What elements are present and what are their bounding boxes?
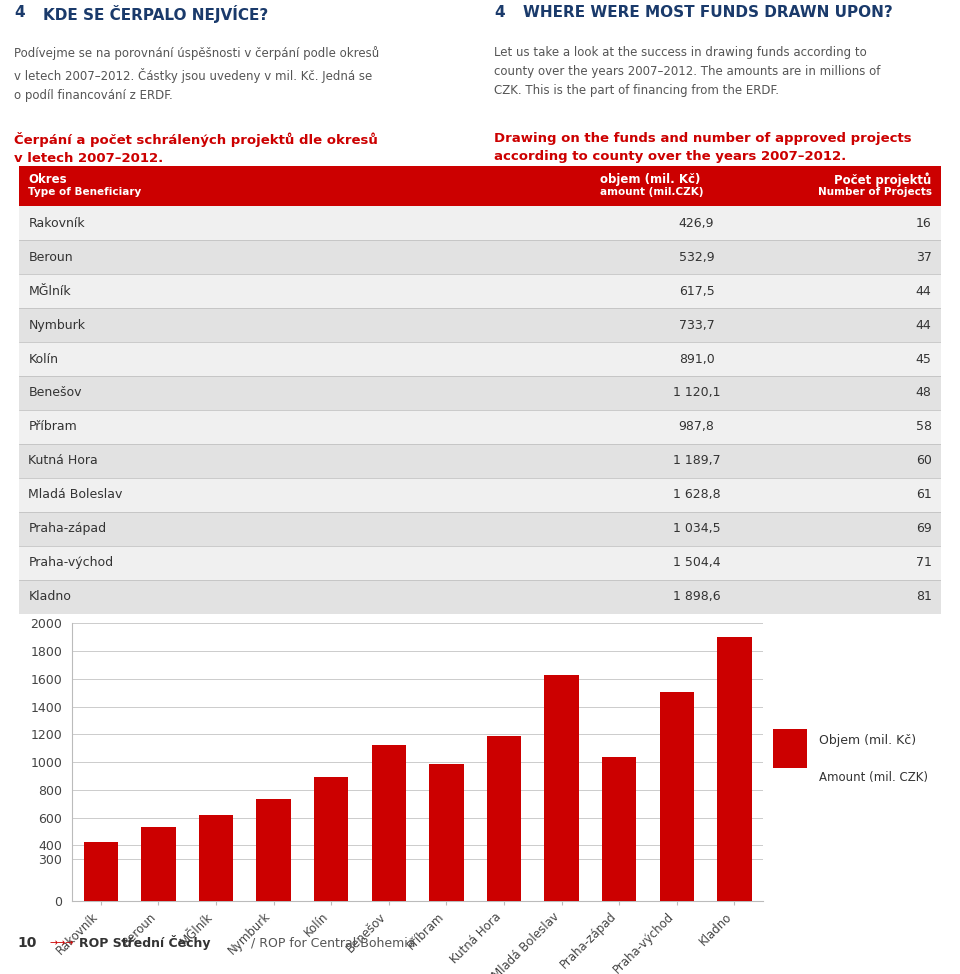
Bar: [372, 745, 406, 901]
Text: objem (mil. Kč): objem (mil. Kč): [600, 173, 700, 186]
Text: 48: 48: [916, 387, 931, 399]
Bar: [19, 241, 941, 275]
Bar: [19, 580, 941, 614]
Bar: [487, 735, 521, 901]
Bar: [602, 758, 636, 901]
Text: 1 189,7: 1 189,7: [673, 455, 720, 468]
Text: 69: 69: [916, 522, 931, 536]
Text: ROP Střední Čechy: ROP Střední Čechy: [79, 935, 210, 951]
Text: 16: 16: [916, 217, 931, 230]
Text: Podívejme se na porovnání úspěšnosti v čerpání podle okresů
v letech 2007–2012. : Podívejme se na porovnání úspěšnosti v č…: [14, 47, 379, 101]
Text: 71: 71: [916, 556, 931, 569]
Text: 60: 60: [916, 455, 931, 468]
Text: 61: 61: [916, 488, 931, 502]
Text: 81: 81: [916, 590, 931, 603]
Text: Drawing on the funds and number of approved projects
according to county over th: Drawing on the funds and number of appro…: [494, 132, 912, 164]
Bar: [256, 799, 291, 901]
Text: Praha-západ: Praha-západ: [29, 522, 107, 536]
Text: 891,0: 891,0: [679, 353, 714, 365]
Text: 1 628,8: 1 628,8: [673, 488, 720, 502]
Text: 733,7: 733,7: [679, 318, 714, 331]
Bar: [19, 206, 941, 241]
Text: 44: 44: [916, 284, 931, 298]
Bar: [141, 827, 176, 901]
Text: Kladno: Kladno: [29, 590, 71, 603]
Text: WHERE WERE MOST FUNDS DRAWN UPON?: WHERE WERE MOST FUNDS DRAWN UPON?: [523, 5, 893, 20]
Bar: [19, 342, 941, 376]
Bar: [19, 545, 941, 580]
Text: Rakovník: Rakovník: [29, 217, 85, 230]
Bar: [773, 729, 807, 768]
Text: Kolín: Kolín: [29, 353, 59, 365]
Bar: [314, 777, 348, 901]
Text: Nymburk: Nymburk: [29, 318, 85, 331]
Text: →→→: →→→: [50, 938, 74, 948]
Text: 37: 37: [916, 250, 931, 264]
Bar: [19, 410, 941, 444]
Text: amount (mil.CZK): amount (mil.CZK): [600, 187, 704, 197]
Text: Benešov: Benešov: [29, 387, 82, 399]
Text: 45: 45: [916, 353, 931, 365]
Bar: [19, 308, 941, 342]
Text: 1 898,6: 1 898,6: [673, 590, 720, 603]
Text: 44: 44: [916, 318, 931, 331]
Text: 532,9: 532,9: [679, 250, 714, 264]
Text: 10: 10: [17, 936, 36, 950]
Bar: [19, 444, 941, 478]
Text: 1 034,5: 1 034,5: [673, 522, 720, 536]
Text: 987,8: 987,8: [679, 421, 714, 433]
Text: Objem (mil. Kč): Objem (mil. Kč): [820, 733, 917, 747]
Bar: [544, 675, 579, 901]
Text: MĞlník: MĞlník: [29, 284, 71, 298]
Text: Příbram: Příbram: [29, 421, 77, 433]
Bar: [199, 815, 233, 901]
Text: Kutná Hora: Kutná Hora: [29, 455, 98, 468]
Bar: [19, 166, 941, 206]
Bar: [84, 842, 118, 901]
Text: 58: 58: [916, 421, 931, 433]
Text: Praha-východ: Praha-východ: [29, 556, 113, 569]
Text: 1 120,1: 1 120,1: [673, 387, 720, 399]
Text: 4: 4: [14, 5, 25, 20]
Text: Number of Projects: Number of Projects: [818, 187, 931, 197]
Text: Beroun: Beroun: [29, 250, 73, 264]
Text: Type of Beneficiary: Type of Beneficiary: [29, 187, 142, 197]
Text: 1 504,4: 1 504,4: [673, 556, 720, 569]
Text: Let us take a look at the success in drawing funds according to
county over the : Let us take a look at the success in dra…: [494, 47, 880, 97]
Text: 4: 4: [494, 5, 505, 20]
Text: / ROP for Central Bohemia: / ROP for Central Bohemia: [247, 936, 416, 950]
Bar: [19, 376, 941, 410]
Text: Okres: Okres: [29, 173, 67, 186]
Bar: [429, 764, 464, 901]
Bar: [19, 511, 941, 545]
Text: 426,9: 426,9: [679, 217, 714, 230]
Bar: [19, 478, 941, 511]
Bar: [717, 637, 752, 901]
Text: 617,5: 617,5: [679, 284, 714, 298]
Text: KDE SE ČERPALO NEJVÍCE?: KDE SE ČERPALO NEJVÍCE?: [43, 5, 269, 23]
Text: Počet projektů: Počet projektů: [834, 172, 931, 187]
Text: Amount (mil. CZK): Amount (mil. CZK): [820, 770, 928, 784]
Bar: [19, 275, 941, 308]
Text: Mladá Boleslav: Mladá Boleslav: [29, 488, 123, 502]
Text: Čerpání a počet schrálených projektů dle okresů
v letech 2007–2012.: Čerpání a počet schrálených projektů dle…: [14, 132, 378, 166]
Bar: [660, 693, 694, 901]
